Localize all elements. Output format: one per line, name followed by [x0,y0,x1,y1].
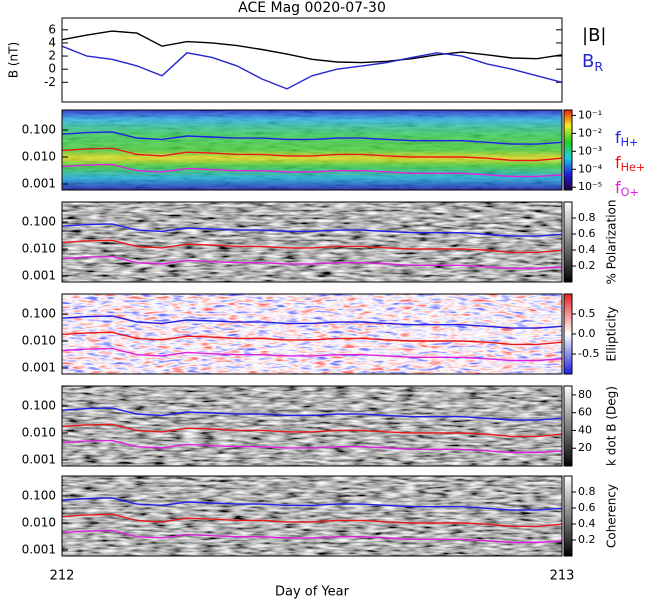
colorbar-label: % Polarization [605,200,619,285]
colorbar-tick-label: 0.4 [578,517,596,530]
legend-subscript: O+ [621,186,639,199]
colorbar-tick-label: 0.0 [578,327,596,340]
colorbar-tick-label: 60 [578,406,592,419]
data-line [61,45,563,90]
y-tick-label: 2 [48,49,56,63]
colorbar-tick-label: 40 [578,423,592,436]
data-line [61,347,563,362]
y-tick-label: 0.100 [22,122,56,136]
y-tick-label: 0.100 [22,306,56,320]
y-tick-label: 0.010 [22,150,56,164]
legend-label: fHe+ [615,153,645,175]
data-line [61,439,563,454]
legend-subscript: R [594,59,603,74]
y-tick-label: 0.001 [22,269,56,283]
colorbar-label: Coherency [605,484,619,548]
colorbar-tick-label: 20 [578,441,592,454]
colorbar-tick-label: -0.5 [578,347,599,360]
data-line [61,513,563,528]
colorbar-tick-label: 10⁻¹ [578,108,602,121]
colorbar-tick-label: 10⁻³ [578,144,602,157]
colorbar [563,109,573,191]
data-line [61,163,563,178]
legend-label: BR [582,51,603,74]
legend-label: fO+ [615,178,639,200]
y-tick-label: 0.100 [22,214,56,228]
data-line [61,315,563,329]
spectrogram [62,476,562,556]
legend-name: f [615,128,621,147]
colorbar-tick-label: 0.2 [578,259,596,272]
data-line [61,147,563,162]
colorbar-tick-label: 10⁻⁴ [578,162,603,175]
data-line [61,131,563,145]
colorbar [563,293,573,375]
data-line [61,30,563,64]
colorbar-tick-label: 0.4 [578,243,596,256]
data-line [61,255,563,270]
data-line [61,239,563,254]
colorbar-tick-label: 10⁻⁵ [578,180,602,193]
axis-box [61,109,563,191]
data-line [61,407,563,421]
axis-box [61,201,563,283]
chart-title: ACE Mag 0020-07-30 [238,0,386,16]
data-line [61,223,563,237]
colorbar [563,385,573,467]
y-tick-label: 0 [48,62,56,76]
colorbar-tick-label: 0.8 [578,485,596,498]
y-tick-label: 0.001 [22,543,56,557]
y-tick-label: 0.010 [22,242,56,256]
colorbar-tick-label: 0.6 [578,227,596,240]
y-axis-label: B (nT) [7,42,21,78]
spectrogram [62,386,562,466]
legend-label: fH+ [615,128,638,150]
legend-name: |B| [582,25,606,46]
x-axis-label: Day of Year [275,585,350,600]
legend-name: f [615,178,621,197]
y-tick-label: 0.010 [22,516,56,530]
colorbar-tick-label: 0.6 [578,501,596,514]
data-line [61,331,563,346]
y-tick-label: 0.100 [22,398,56,412]
colorbar-tick-label: 80 [578,388,592,401]
axis-box [61,293,563,375]
y-tick-label: 6 [48,22,56,36]
axis-box [61,17,563,103]
y-tick-label: 0.010 [22,334,56,348]
y-tick-label: 4 [48,35,56,49]
axis-box [61,475,563,557]
y-tick-label: 0.001 [22,177,56,191]
colorbar-tick-label: 10⁻² [578,126,602,139]
legend-name: f [615,153,621,172]
y-tick-label: 0.001 [22,453,56,467]
spectrogram-texture [62,110,562,190]
spectrogram [62,202,562,282]
legend-label: |B| [582,25,606,46]
legend-name: B [582,51,594,72]
colorbar-tick-label: 0.8 [578,211,596,224]
data-line [61,423,563,438]
y-tick-label: -2 [44,75,56,89]
data-line [61,529,563,544]
axis-box [61,385,563,467]
x-tick-label: 213 [550,569,575,584]
spectrogram [62,294,562,374]
colorbar-tick-label: 0.5 [578,307,596,320]
y-tick-label: 0.010 [22,426,56,440]
legend-subscript: H+ [621,136,639,149]
y-tick-label: 0.100 [22,488,56,502]
colorbar-label: Ellipticity [605,307,619,362]
legend-subscript: He+ [621,161,646,174]
colorbar [563,475,573,557]
colorbar [563,201,573,283]
colorbar-label: k dot B (Deg) [605,386,619,466]
y-tick-label: 0.001 [22,361,56,375]
data-line [61,497,563,511]
x-tick-label: 212 [50,569,75,584]
colorbar-tick-label: 0.2 [578,533,596,546]
